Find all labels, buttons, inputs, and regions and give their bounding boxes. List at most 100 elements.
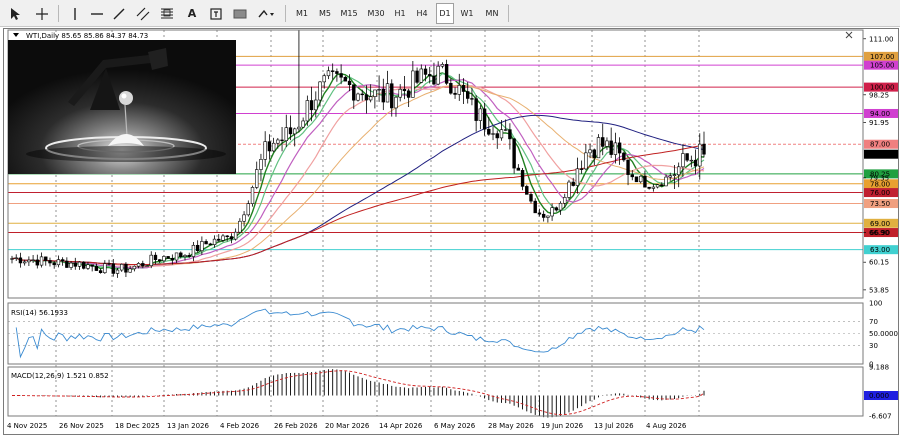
crosshair-icon[interactable] bbox=[32, 3, 52, 24]
candle bbox=[22, 261, 27, 264]
candle bbox=[225, 235, 229, 238]
candle bbox=[77, 261, 82, 267]
candle bbox=[617, 142, 622, 154]
candle bbox=[183, 255, 187, 257]
level-price-label: 76.00 bbox=[870, 189, 890, 197]
candle bbox=[115, 269, 120, 274]
candle bbox=[297, 126, 301, 130]
candle bbox=[411, 70, 415, 98]
rsi-axis-label: 30 bbox=[869, 342, 878, 350]
candle bbox=[301, 120, 305, 128]
candle bbox=[453, 92, 457, 95]
candle bbox=[162, 256, 166, 262]
candle bbox=[681, 153, 685, 168]
vertical-line-icon[interactable] bbox=[66, 3, 84, 24]
x-axis-label: 4 Feb 2026 bbox=[220, 422, 260, 430]
candle bbox=[65, 260, 69, 268]
symbol-info: WTI,Daily 85.65 85.86 84.37 84.73 bbox=[26, 32, 148, 40]
level-price-tag bbox=[864, 139, 898, 149]
current-price-label: 84.73 bbox=[870, 151, 890, 159]
x-axis-label: 4 Nov 2025 bbox=[7, 422, 47, 430]
candle bbox=[520, 170, 525, 187]
candle bbox=[579, 168, 584, 170]
candle bbox=[153, 254, 158, 260]
text-icon[interactable]: A bbox=[187, 7, 197, 20]
rectangle-icon[interactable] bbox=[231, 3, 249, 24]
level-price-tag bbox=[864, 108, 898, 118]
candle bbox=[676, 166, 681, 176]
candle bbox=[609, 140, 613, 155]
candle bbox=[605, 140, 609, 147]
candle bbox=[48, 260, 52, 264]
timeframe-d1[interactable]: D1 bbox=[436, 3, 454, 24]
candle bbox=[305, 100, 310, 122]
candle bbox=[204, 241, 208, 245]
candle bbox=[428, 74, 432, 77]
candle bbox=[571, 181, 575, 186]
x-axis-label: 18 Dec 2025 bbox=[115, 422, 160, 430]
y-axis-label: 98.25 bbox=[869, 91, 889, 99]
timeframe-m15[interactable]: M15 bbox=[340, 9, 358, 18]
candle bbox=[318, 81, 322, 101]
candle bbox=[381, 89, 386, 103]
timeframe-m1[interactable]: M1 bbox=[296, 9, 308, 18]
candle bbox=[187, 255, 191, 257]
channel-icon[interactable] bbox=[134, 3, 152, 24]
timeframe-m30[interactable]: M30 bbox=[367, 9, 385, 18]
level-price-tag bbox=[864, 188, 898, 198]
candle bbox=[449, 83, 453, 94]
timeframe-mn[interactable]: MN bbox=[485, 9, 499, 18]
candle bbox=[18, 257, 23, 264]
candle bbox=[698, 143, 702, 167]
candle bbox=[440, 64, 445, 67]
candle bbox=[364, 94, 369, 101]
cursor-icon[interactable] bbox=[6, 3, 26, 24]
candle bbox=[82, 261, 86, 269]
macd-axis-label: 0.000 bbox=[869, 392, 889, 400]
candle bbox=[516, 167, 521, 171]
candle bbox=[503, 129, 508, 131]
candle bbox=[613, 142, 618, 155]
level-price-tag bbox=[864, 169, 898, 179]
candle bbox=[136, 263, 141, 267]
level-price-label: 73.50 bbox=[870, 200, 890, 208]
candle bbox=[373, 89, 377, 97]
candle bbox=[208, 243, 213, 245]
candle bbox=[525, 186, 529, 195]
x-axis-label: 6 May 2026 bbox=[434, 422, 476, 430]
candle bbox=[69, 262, 73, 268]
candle bbox=[39, 256, 44, 266]
candle bbox=[157, 259, 162, 262]
timeframe-h1[interactable]: H1 bbox=[394, 9, 406, 18]
candle bbox=[179, 252, 183, 257]
candle bbox=[10, 258, 14, 260]
candle bbox=[444, 64, 449, 84]
candle bbox=[558, 202, 563, 211]
trendline-icon[interactable] bbox=[110, 3, 128, 24]
horizontal-line-icon[interactable] bbox=[88, 3, 106, 24]
y-axis-label: 91.95 bbox=[869, 119, 889, 127]
candle bbox=[474, 98, 478, 121]
level-price-tag bbox=[864, 179, 898, 189]
y-axis-label: 60.15 bbox=[869, 259, 889, 267]
level-price-tag bbox=[864, 51, 898, 61]
candle bbox=[250, 187, 255, 204]
candle bbox=[423, 68, 428, 75]
arrow-icon[interactable] bbox=[255, 3, 277, 24]
label-icon[interactable] bbox=[207, 3, 225, 24]
candle bbox=[326, 70, 331, 77]
candle bbox=[339, 73, 343, 78]
candle bbox=[271, 142, 276, 152]
fibonacci-icon[interactable] bbox=[158, 3, 176, 24]
oil-pump-photo bbox=[8, 40, 236, 174]
candle bbox=[166, 256, 170, 259]
timeframe-w1[interactable]: W1 bbox=[460, 9, 474, 18]
x-axis-label: 13 Jan 2026 bbox=[167, 422, 210, 430]
candle bbox=[259, 159, 263, 170]
candle bbox=[685, 153, 689, 161]
timeframe-m5[interactable]: M5 bbox=[319, 9, 331, 18]
timeframe-h4[interactable]: H4 bbox=[416, 9, 428, 18]
symbol-dropdown-icon[interactable] bbox=[13, 33, 19, 37]
close-icon bbox=[845, 31, 853, 39]
candle bbox=[263, 141, 267, 160]
